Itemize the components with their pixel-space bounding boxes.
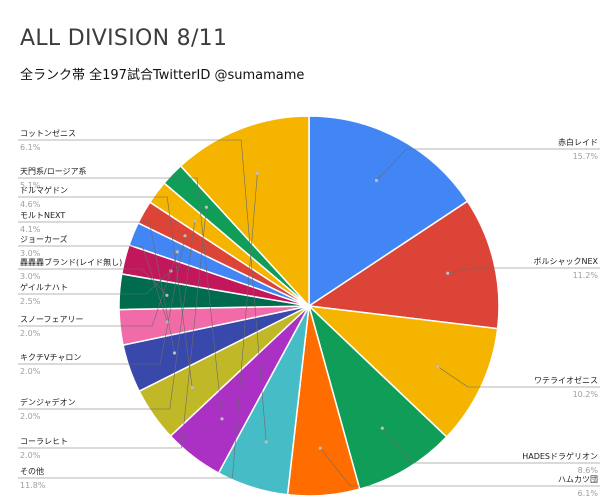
slice-label-item-15: コーラレヒト 2.0% <box>18 205 208 460</box>
leader-line <box>18 268 168 296</box>
leader-dot <box>318 446 322 450</box>
slice-label-item-6: 天門系/ロージア系 5.1% <box>18 166 224 421</box>
slice-percent: 4.1% <box>20 225 41 234</box>
leader-dot <box>183 234 187 238</box>
slice-name: HADESドラゲリオン <box>522 451 598 461</box>
leader-line <box>18 251 178 327</box>
pie-slice-nex-1 <box>306 200 500 330</box>
leader-line <box>18 173 258 479</box>
slice-percent: 4.6% <box>20 200 41 209</box>
leader-dot <box>374 178 379 183</box>
slice-label-hades-3: HADESドラゲリオン 8.6% <box>380 426 600 475</box>
slice-percent: 2.0% <box>20 329 41 338</box>
leader-dot <box>220 417 224 421</box>
slice-label-item-14: デンジャデオン 2.0% <box>18 219 197 421</box>
slice-name: ワテライオゼニス <box>534 375 598 385</box>
slice-name: 赤白レイド <box>558 137 598 147</box>
slice-name: ゲイルナハト <box>20 282 68 292</box>
slice-label-item-16: その他 11.8% <box>18 171 259 490</box>
slice-name: キクチVチャロン <box>20 353 81 362</box>
leader-dot <box>436 365 440 369</box>
leader-line <box>319 447 600 487</box>
slice-name: デンジャデオン <box>20 397 76 407</box>
slice-percent: 11.8% <box>20 481 46 490</box>
leader-dot <box>264 440 268 444</box>
slice-percent: 3.0% <box>20 249 41 258</box>
slice-label-item-4: ハムカツ団 6.1% <box>318 446 600 498</box>
slice-name: ドルマゲドン <box>20 185 68 195</box>
slice-percent: 6.1% <box>20 143 41 152</box>
slice-label-item-12: スノーフェアリー 2.0% <box>18 250 179 338</box>
slice-label-next-8: モルトNEXT 4.1% <box>18 211 177 355</box>
leader-dot <box>380 426 384 430</box>
leader-line <box>376 148 600 181</box>
pie-slice-item-16 <box>179 115 310 308</box>
leader-dot <box>172 351 177 355</box>
slice-name: その他 <box>20 466 44 476</box>
slice-name: ボルシャックNEX <box>533 257 598 266</box>
slice-percent: 5.1% <box>20 181 41 190</box>
slice-percent: 6.1% <box>578 489 599 498</box>
slice-name: 天門系/ロージア系 <box>20 166 87 176</box>
slice-name: コーラレヒト <box>20 437 68 446</box>
slice-name: スノーフェアリー <box>20 315 84 324</box>
slice-percent: 2.5% <box>20 297 41 306</box>
leader-line <box>447 267 600 274</box>
slice-label-item-2: ワテライオゼニス 10.2% <box>436 365 600 399</box>
slice-label-item-7: ドルマゲドン 4.6% <box>18 185 194 390</box>
slice-label-item-0: 赤白レイド 15.7% <box>374 137 600 183</box>
pie-slice-item-0 <box>308 115 469 308</box>
pie-slice-hades-3 <box>307 303 448 491</box>
slice-name: 轟轟轟ブランド(レイド無し) <box>20 257 122 267</box>
leader-dot <box>193 219 197 223</box>
slice-label-item-5: コットンゼニス 6.1% <box>18 128 268 444</box>
leader-dot <box>446 271 450 275</box>
leader-line <box>18 221 175 354</box>
leader-dot <box>165 293 169 297</box>
slice-percent: 2.0% <box>20 367 41 376</box>
slice-percent: 10.2% <box>573 390 599 399</box>
leader-line <box>18 220 196 410</box>
slice-label-item-10: 轟轟轟ブランド(レイド無し) 3.0% <box>18 257 169 297</box>
slice-percent: 2.0% <box>20 412 41 421</box>
slice-name: ハムカツ団 <box>558 475 598 484</box>
slice-name: コットンゼニス <box>20 128 76 138</box>
leader-line <box>18 235 186 365</box>
slice-percent: 15.7% <box>573 152 599 161</box>
leader-line <box>18 245 168 323</box>
leader-dot <box>190 386 194 390</box>
leader-line <box>18 207 207 449</box>
slice-percent: 8.6% <box>578 466 599 475</box>
leader-line <box>18 196 193 388</box>
leader-dot <box>175 250 179 254</box>
slice-percent: 11.2% <box>573 271 599 280</box>
leader-dot <box>255 171 259 175</box>
leader-line <box>18 177 223 419</box>
leader-line <box>437 366 600 388</box>
chart-subtitle: 全ランク帯 全197試合TwitterID @sumamame <box>20 68 305 83</box>
leader-line <box>18 270 172 295</box>
slice-name: モルトNEXT <box>20 211 65 220</box>
slice-label-v-13: キクチVチャロン 2.0% <box>18 234 187 376</box>
slice-label-nex-1: ボルシャックNEX 11.2% <box>446 257 600 280</box>
slice-percent: 2.0% <box>20 451 41 460</box>
leader-dot <box>204 205 208 209</box>
slice-percent: 3.0% <box>20 272 41 281</box>
slice-name: ジョーカーズ <box>20 234 68 244</box>
leader-line <box>382 428 600 464</box>
chart-title: ALL DIVISION 8/11 <box>20 26 228 51</box>
leader-line <box>18 139 267 442</box>
